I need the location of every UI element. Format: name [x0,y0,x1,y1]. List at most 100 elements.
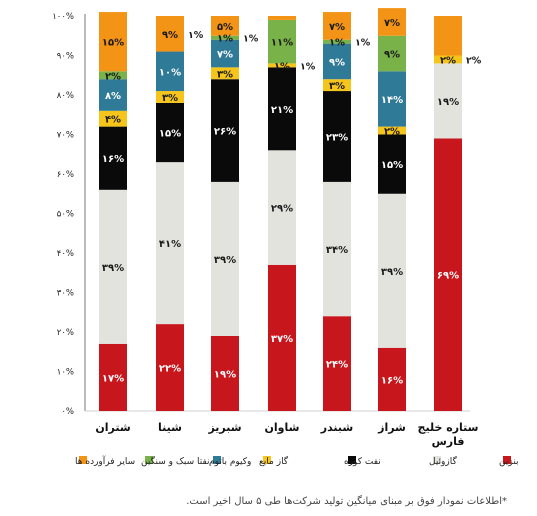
legend-label: گاز مایع [259,455,289,467]
data-label: ۱۱% [271,38,293,49]
bar-segment [99,79,127,111]
data-label: ۳۷% [271,334,293,345]
category-label: شینا [158,421,182,434]
data-label: ۲۶% [214,127,236,138]
data-label: ۱۴% [381,95,403,106]
bar-segment [378,347,406,411]
outside-data-label: ۱% [243,34,259,45]
bar-segment [99,343,127,411]
bar-segment [99,110,127,127]
bar-segment [211,35,239,40]
bar-segment [156,162,184,325]
bar-segment [99,126,127,190]
legend-label: سایر فرآورده ها [75,455,135,467]
bar-segment [378,8,406,36]
data-label: ۴۱% [159,239,181,250]
y-tick-label: ۹۰% [57,52,74,62]
data-label: ۲% [105,71,121,82]
category-label: فارس [432,435,465,448]
legend-label: وکیوم باتوم [209,457,251,467]
bar-segment [211,67,239,80]
data-label: ۱۹% [437,97,459,108]
data-label: ۵% [217,22,233,33]
bar-segment [434,55,462,64]
category-label: شبندر [320,421,353,434]
footnote: *اطلاعات نمودار فوق بر مبنای میانگین تول… [186,496,507,507]
category-label: شراز [377,421,406,434]
outside-data-label: ۱% [355,38,371,49]
data-label: ۷% [217,50,233,61]
bar-segment [323,43,351,80]
bar-segment [323,12,351,40]
legend-label: گازوئیل [429,455,457,467]
legend-swatch [145,456,153,464]
data-label: ۳۴% [326,245,348,256]
bar-segment [156,102,184,163]
bar-segment [99,189,127,344]
data-label: ۳۹% [102,263,124,274]
legend-swatch [348,456,356,464]
data-label: ۱۵% [102,38,124,49]
legend-swatch [213,456,221,464]
data-label: ۷% [329,22,345,33]
legend-swatch [263,456,271,464]
bar-segment [156,16,184,52]
bar-segment [211,16,239,36]
y-tick-label: ۰% [61,407,74,417]
y-tick-label: ۷۰% [57,131,74,141]
data-label: ۳۹% [381,267,403,278]
bar-segment [268,63,296,68]
category-label: شبریز [207,421,241,434]
y-tick-label: ۱۰۰% [52,12,74,22]
legend-swatch [503,456,511,464]
data-label: ۱% [217,34,233,45]
data-label: ۱۵% [159,129,181,140]
data-label: ۹% [329,57,345,68]
data-label: ۱% [274,61,290,72]
legend-label: نفت کوره [344,457,381,467]
y-tick-label: ۳۰% [57,289,74,299]
legend-swatch [79,456,87,464]
bar-segment [156,324,184,411]
data-label: ۹% [384,50,400,61]
bar-segment [99,12,127,72]
bar-segment [99,71,127,80]
bar-segment [323,316,351,411]
data-label: ۱۰% [159,67,181,78]
category-label: ستاره خلیج [418,421,479,434]
bar-segment [378,126,406,135]
bar-segment [156,91,184,103]
bar-segment [378,71,406,127]
bar-segment [323,181,351,317]
data-label: ۱۵% [381,160,403,171]
data-label: ۲۲% [159,364,181,375]
bar-segment [434,16,462,56]
data-label: ۱% [329,38,345,49]
legend-label: نفتا سبک و سنگین [141,455,210,467]
y-tick-label: ۱۰% [57,368,74,378]
bar-segment [378,35,406,72]
category-label: شاوان [265,421,300,434]
data-label: ۴% [105,115,121,126]
data-label: ۶۹% [437,271,459,282]
y-tick-label: ۴۰% [57,249,74,259]
bar-segment [378,134,406,194]
y-tick-label: ۶۰% [57,170,74,180]
data-label: ۱۷% [102,373,124,384]
bar-segment [211,79,239,182]
outside-data-label: ۲% [466,55,482,66]
data-label: ۳۹% [214,255,236,266]
bar-segment [268,150,296,265]
bar-segment [323,79,351,92]
bar-segment [268,264,296,411]
bar-segment [156,51,184,92]
data-label: ۱۶% [381,375,403,386]
category-label: شتران [95,421,130,434]
outside-data-label: ۱% [188,30,204,41]
legend-swatch [433,456,441,464]
y-tick-label: ۸۰% [57,91,74,101]
bar-segment [378,193,406,348]
data-label: ۲۱% [271,105,293,116]
bar-segment [268,16,296,20]
